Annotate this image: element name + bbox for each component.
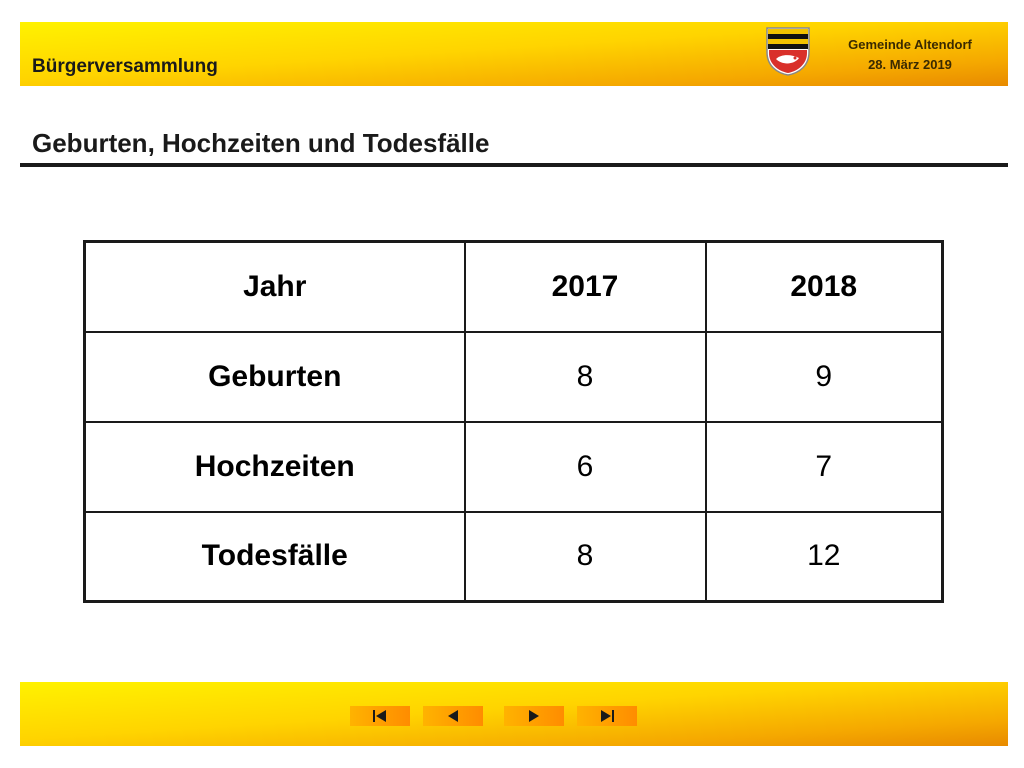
header-cell-2017: 2017 [463, 240, 707, 333]
slide-title: Geburten, Hochzeiten und Todesfälle [32, 128, 490, 158]
header-cell-2018: 2018 [704, 240, 944, 333]
presentation-title: Bürgerversammlung [32, 56, 218, 77]
previous-slide-icon [448, 710, 458, 722]
first-slide-icon [373, 710, 386, 722]
table-row: Todesfälle 8 12 [83, 510, 944, 603]
row-label-deaths: Todesfälle [83, 510, 466, 603]
title-underline [20, 163, 1008, 167]
header-cell-year: Jahr [83, 240, 466, 333]
next-slide-button[interactable] [504, 706, 564, 726]
header-bar: Bürgerversammlung Gemeinde Altendorf 28.… [20, 22, 1008, 86]
first-slide-button[interactable] [350, 706, 410, 726]
table-cell: 9 [704, 330, 944, 423]
table-cell: 7 [704, 420, 944, 513]
organization-name: Gemeinde Altendorf [848, 37, 972, 52]
table-row: Hochzeiten 6 7 [83, 420, 944, 513]
last-slide-button[interactable] [577, 706, 637, 726]
previous-slide-button[interactable] [423, 706, 483, 726]
next-slide-icon [529, 710, 539, 722]
organization-info: Gemeinde Altendorf 28. März 2019 [820, 35, 1000, 75]
row-label-births: Geburten [83, 330, 466, 423]
table-cell: 8 [463, 330, 707, 423]
row-label-weddings: Hochzeiten [83, 420, 466, 513]
table-cell: 12 [704, 510, 944, 603]
table-header-row: Jahr 2017 2018 [83, 240, 944, 333]
coat-of-arms-icon [765, 26, 811, 76]
statistics-table: Jahr 2017 2018 Geburten 8 9 Hochzeiten 6… [83, 240, 944, 603]
last-slide-icon [601, 710, 614, 722]
table-row: Geburten 8 9 [83, 330, 944, 423]
presentation-date: 28. März 2019 [868, 57, 952, 72]
table-cell: 8 [463, 510, 707, 603]
table-cell: 6 [463, 420, 707, 513]
